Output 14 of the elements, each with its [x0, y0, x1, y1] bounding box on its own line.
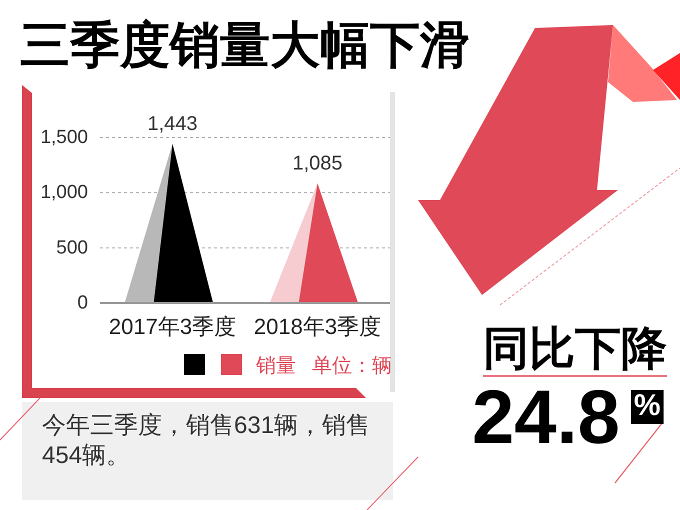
text: 今年三季度，销售631辆，销售454辆。 [42, 412, 370, 469]
x-tick-label: 2018年3季度 [254, 314, 382, 339]
chart-title: 三季度销量大幅下滑 [20, 17, 470, 73]
y-tick-label: 1,500 [40, 127, 88, 148]
legend-label: 销量 [256, 355, 296, 377]
text: 24.8% [472, 375, 661, 460]
text: 单位：辆 [312, 355, 392, 377]
y-tick-label: 1,000 [40, 182, 88, 204]
data-label: 1,443 [147, 112, 198, 135]
y-tick-label: 500 [56, 237, 88, 258]
y-tick-label: 0 [77, 292, 88, 314]
data-label: 1,085 [292, 152, 343, 174]
x-tick-label: 2017年3季度 [108, 314, 236, 339]
text: 同比下降 [483, 322, 667, 374]
